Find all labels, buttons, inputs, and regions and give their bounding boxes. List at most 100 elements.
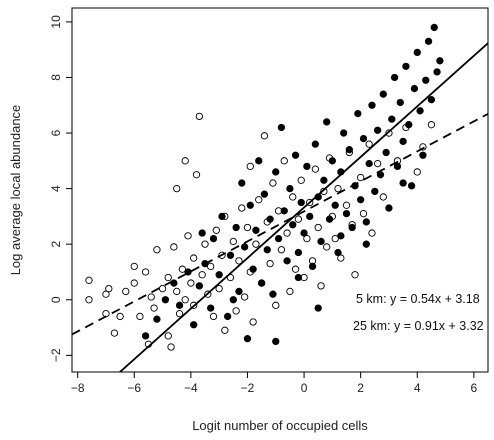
data-point-open <box>272 301 280 309</box>
data-point-open <box>427 121 436 129</box>
data-point-open <box>175 309 184 318</box>
data-point-filled <box>325 215 334 223</box>
data-point-open <box>207 262 215 271</box>
data-point-filled <box>277 123 286 132</box>
data-point-filled <box>393 162 402 171</box>
data-point-filled <box>334 248 342 257</box>
data-point-open <box>130 262 138 271</box>
data-point-filled <box>153 315 161 323</box>
data-point-open <box>373 159 382 168</box>
data-point-filled <box>413 48 421 57</box>
data-point-open <box>153 246 161 254</box>
data-point-open <box>170 243 178 251</box>
data-point-open <box>181 157 189 165</box>
data-point-open <box>385 129 393 137</box>
data-point-filled <box>229 296 237 304</box>
data-point-open <box>249 318 257 326</box>
data-point-open <box>164 332 172 340</box>
data-point-open <box>158 284 167 293</box>
data-point-filled <box>195 282 203 290</box>
data-point-filled <box>390 73 399 82</box>
data-point-open <box>167 343 175 351</box>
data-point-filled <box>354 109 362 118</box>
plot-frame <box>71 7 489 373</box>
data-point-open <box>209 312 218 321</box>
data-point-filled <box>232 223 240 232</box>
data-point-open <box>150 304 158 312</box>
data-point-filled <box>243 335 252 343</box>
data-point-open <box>351 271 359 279</box>
annotation-5km: 5 km: y = 0.54x + 3.18 <box>356 292 480 306</box>
x-tick-label: 6 <box>471 381 478 395</box>
y-tick-label: −2 <box>49 348 63 362</box>
chart-text: Logit number of occupied cells Log averag… <box>8 105 484 433</box>
data-point-filled <box>362 218 370 226</box>
data-point-open <box>337 254 345 262</box>
data-point-open <box>178 265 187 273</box>
data-point-open <box>122 287 130 296</box>
data-point-filled <box>198 229 206 237</box>
data-point-filled <box>311 140 320 148</box>
data-point-filled <box>289 221 297 229</box>
regression-line-25km <box>118 42 488 372</box>
data-point-filled <box>337 232 345 240</box>
data-point-filled <box>218 212 226 221</box>
data-point-filled <box>294 248 303 257</box>
data-point-filled <box>399 179 407 187</box>
data-point-filled <box>207 304 215 312</box>
data-point-filled <box>286 184 294 193</box>
data-point-filled <box>238 179 246 187</box>
data-point-filled <box>303 162 311 171</box>
data-point-open <box>221 326 229 334</box>
regression-line-5km <box>72 113 488 336</box>
data-point-filled <box>365 159 373 168</box>
data-point-filled <box>269 290 277 298</box>
data-point-open <box>243 223 252 232</box>
data-point-open <box>198 271 206 279</box>
data-point-open <box>238 204 246 212</box>
data-point-open <box>266 259 274 268</box>
data-point-filled <box>223 312 232 321</box>
data-point-open <box>359 209 368 218</box>
data-points <box>85 23 444 351</box>
data-point-filled <box>291 151 300 159</box>
data-point-filled <box>371 187 379 196</box>
data-point-open <box>141 268 150 276</box>
annotation-25km: 25 km: y = 0.91x + 3.32 <box>353 319 484 333</box>
data-point-filled <box>433 68 441 76</box>
data-point-filled <box>362 240 370 248</box>
data-point-filled <box>424 37 433 45</box>
data-point-filled <box>308 262 317 271</box>
data-point-filled <box>252 226 260 234</box>
data-point-open <box>342 201 351 209</box>
data-point-open <box>269 179 277 187</box>
data-point-filled <box>345 146 353 154</box>
data-point-filled <box>402 62 410 71</box>
data-point-open <box>116 312 124 321</box>
data-point-open <box>320 187 328 196</box>
x-tick-label: 0 <box>301 381 308 395</box>
data-point-filled <box>357 196 365 204</box>
data-point-filled <box>280 207 288 215</box>
y-tick-label: 0 <box>49 296 63 303</box>
data-point-open <box>184 232 192 240</box>
y-tick-label: 4 <box>49 185 63 192</box>
data-point-filled <box>328 157 337 165</box>
data-point-open <box>85 276 93 284</box>
data-point-open <box>105 284 113 293</box>
x-tick-label: 4 <box>414 381 421 395</box>
data-point-open <box>286 287 294 296</box>
data-point-open <box>215 284 223 293</box>
data-point-open <box>110 329 119 337</box>
data-point-filled <box>175 301 184 309</box>
data-point-filled <box>249 265 257 273</box>
data-point-filled <box>266 215 274 223</box>
y-axis-label: Log average local abundance <box>8 105 23 276</box>
data-point-open <box>334 184 342 193</box>
data-point-open <box>255 196 263 204</box>
data-point-open <box>311 165 320 173</box>
data-point-filled <box>226 251 235 259</box>
data-point-filled <box>274 234 283 243</box>
data-point-filled <box>317 237 325 246</box>
